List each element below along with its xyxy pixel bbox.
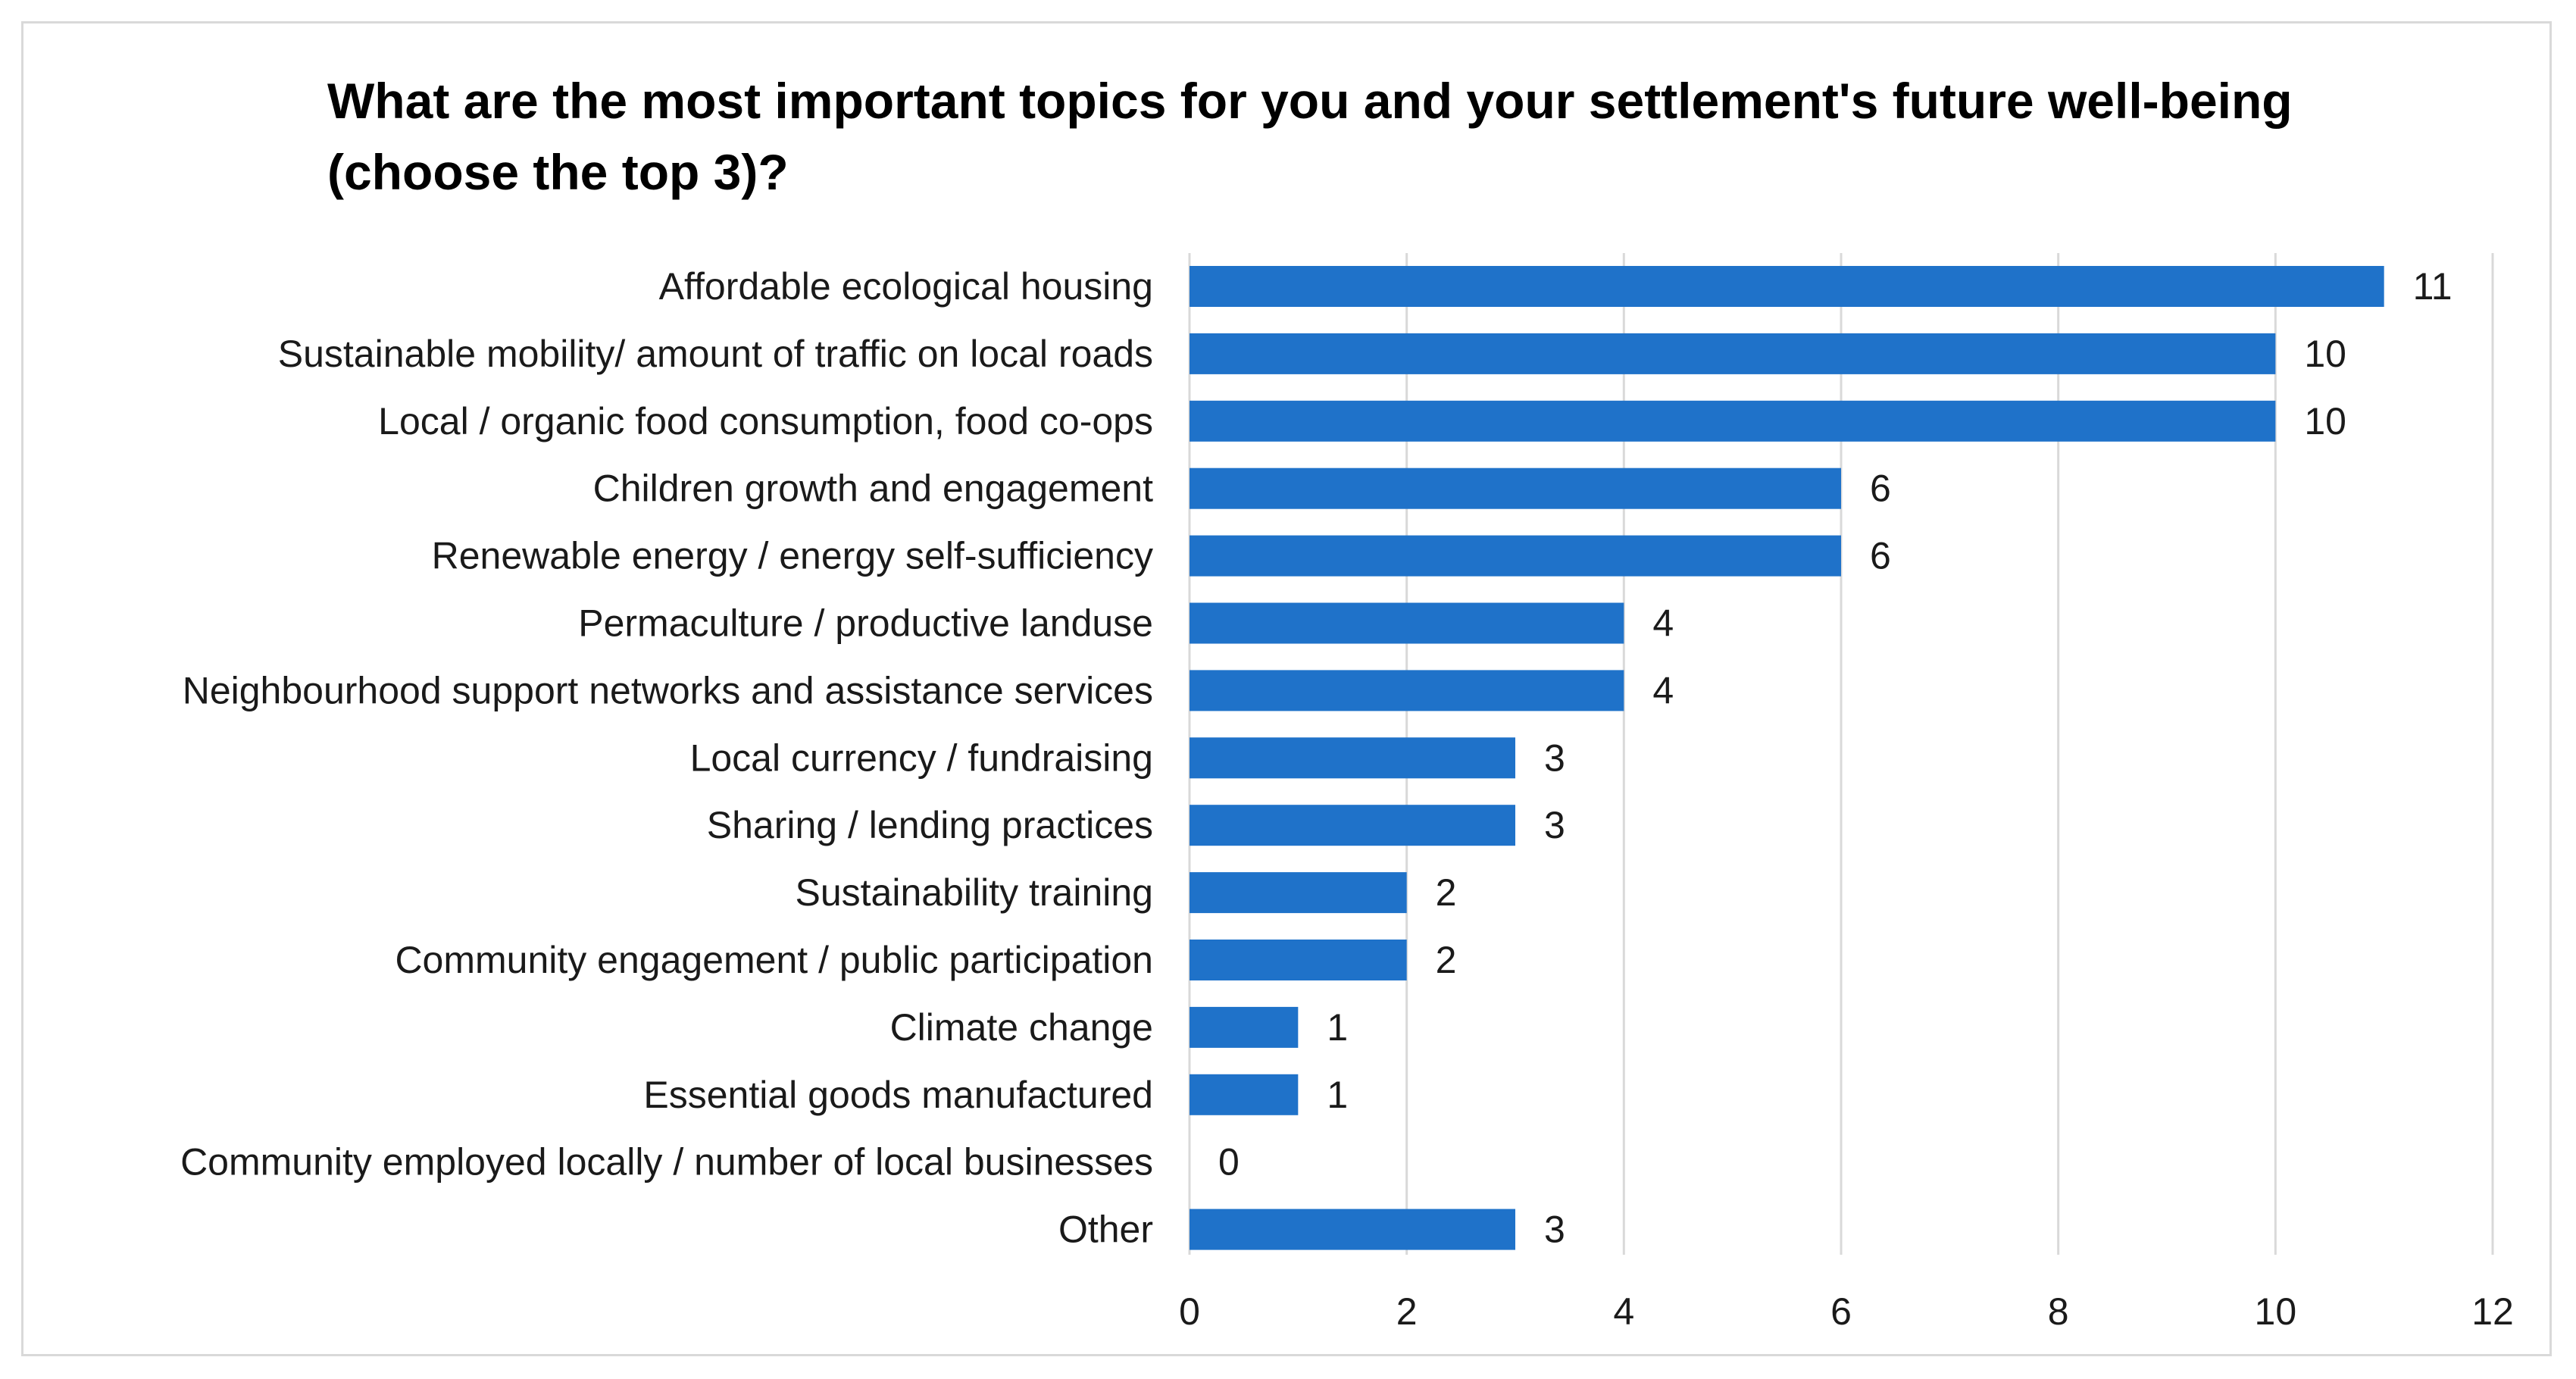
x-tick-label: 0: [1179, 1290, 1200, 1333]
bar: [1190, 535, 1841, 577]
category-label: Sustainability training: [796, 871, 1154, 914]
data-label: 4: [1652, 602, 1674, 645]
bar: [1190, 1006, 1299, 1048]
bar: [1190, 1209, 1515, 1250]
x-tick-label: 10: [2255, 1290, 2297, 1333]
bar: [1190, 737, 1515, 779]
bars: [1190, 266, 2384, 1250]
data-label: 10: [2304, 400, 2346, 442]
category-label: Climate change: [890, 1006, 1153, 1049]
data-label: 11: [2413, 265, 2453, 308]
data-label: 4: [1652, 669, 1674, 711]
bar: [1190, 467, 1841, 509]
data-label: 6: [1870, 535, 1891, 577]
bar: [1190, 670, 1624, 711]
category-label: Local / organic food consumption, food c…: [378, 400, 1153, 442]
data-label: 6: [1870, 467, 1891, 510]
bar: [1190, 940, 1407, 980]
category-label: Community engagement / public participat…: [395, 939, 1153, 981]
category-label: Affordable ecological housing: [659, 265, 1153, 308]
x-tick-label: 8: [2048, 1290, 2069, 1333]
category-label: Children growth and engagement: [593, 467, 1153, 510]
data-label: 3: [1544, 1209, 1565, 1251]
category-label: Local currency / fundraising: [690, 736, 1153, 779]
category-label: Neighbourhood support networks and assis…: [183, 669, 1153, 711]
bar: [1190, 602, 1624, 644]
category-label: Other: [1058, 1209, 1153, 1251]
data-label: 1: [1327, 1074, 1348, 1116]
data-label: 2: [1436, 871, 1457, 914]
data-label: 3: [1544, 736, 1565, 779]
data-label: 1: [1327, 1006, 1348, 1049]
category-label: Community employed locally / number of l…: [180, 1141, 1153, 1184]
bar: [1190, 266, 2384, 307]
data-label: 2: [1436, 939, 1457, 981]
category-label: Essential goods manufactured: [643, 1074, 1153, 1116]
x-tick-label: 12: [2471, 1290, 2514, 1333]
x-tick-label: 6: [1830, 1290, 1852, 1333]
bar: [1190, 400, 2276, 442]
bar: [1190, 872, 1407, 914]
x-tick-label: 4: [1613, 1290, 1634, 1333]
bar: [1190, 333, 2276, 374]
bar: [1190, 1074, 1299, 1115]
data-label: 3: [1544, 804, 1565, 846]
category-label: Sustainable mobility/ amount of traffic …: [278, 333, 1153, 375]
category-label: Sharing / lending practices: [707, 804, 1153, 846]
data-label: 0: [1218, 1141, 1240, 1184]
category-label: Permaculture / productive landuse: [578, 602, 1153, 645]
category-label: Renewable energy / energy self-sufficien…: [432, 535, 1153, 577]
chart-title: What are the most important topics for y…: [327, 73, 2293, 200]
x-tick-label: 2: [1396, 1290, 1418, 1333]
bar: [1190, 805, 1515, 846]
data-label: 10: [2304, 333, 2346, 375]
